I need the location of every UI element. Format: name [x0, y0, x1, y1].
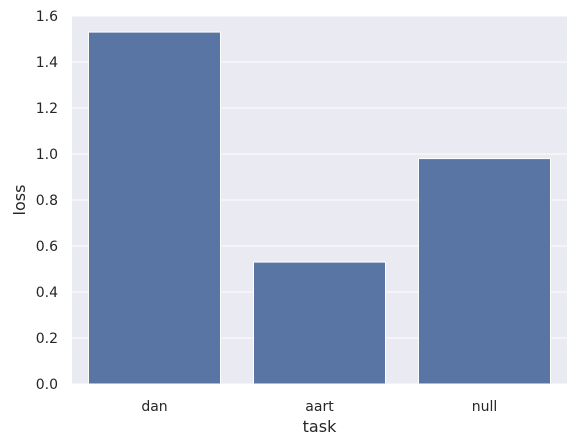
y-tick-label: 0.6	[36, 239, 58, 255]
x-tick-label: aart	[305, 399, 334, 415]
y-tick-label: 1.0	[36, 147, 58, 163]
y-axis-ticks: 0.0 0.2 0.4 0.6 0.8 1.0 1.2 1.4 1.6	[36, 9, 58, 393]
y-tick-label: 1.6	[36, 9, 58, 25]
y-tick-label: 0.4	[36, 285, 58, 301]
bar-dan	[88, 31, 221, 385]
y-tick-label: 0.8	[36, 193, 58, 209]
x-tick-label: null	[472, 399, 498, 415]
y-tick-label: 1.4	[36, 55, 58, 71]
x-axis-label: task	[303, 417, 337, 436]
bars	[88, 31, 551, 385]
bar-aart	[253, 261, 386, 385]
y-tick-label: 0.0	[36, 377, 58, 393]
x-axis-ticks: dan aart null	[141, 399, 497, 415]
y-axis-label: loss	[10, 185, 29, 216]
x-tick-label: dan	[141, 399, 167, 415]
y-tick-label: 0.2	[36, 331, 58, 347]
y-tick-label: 1.2	[36, 101, 58, 117]
bar-null	[418, 158, 551, 385]
